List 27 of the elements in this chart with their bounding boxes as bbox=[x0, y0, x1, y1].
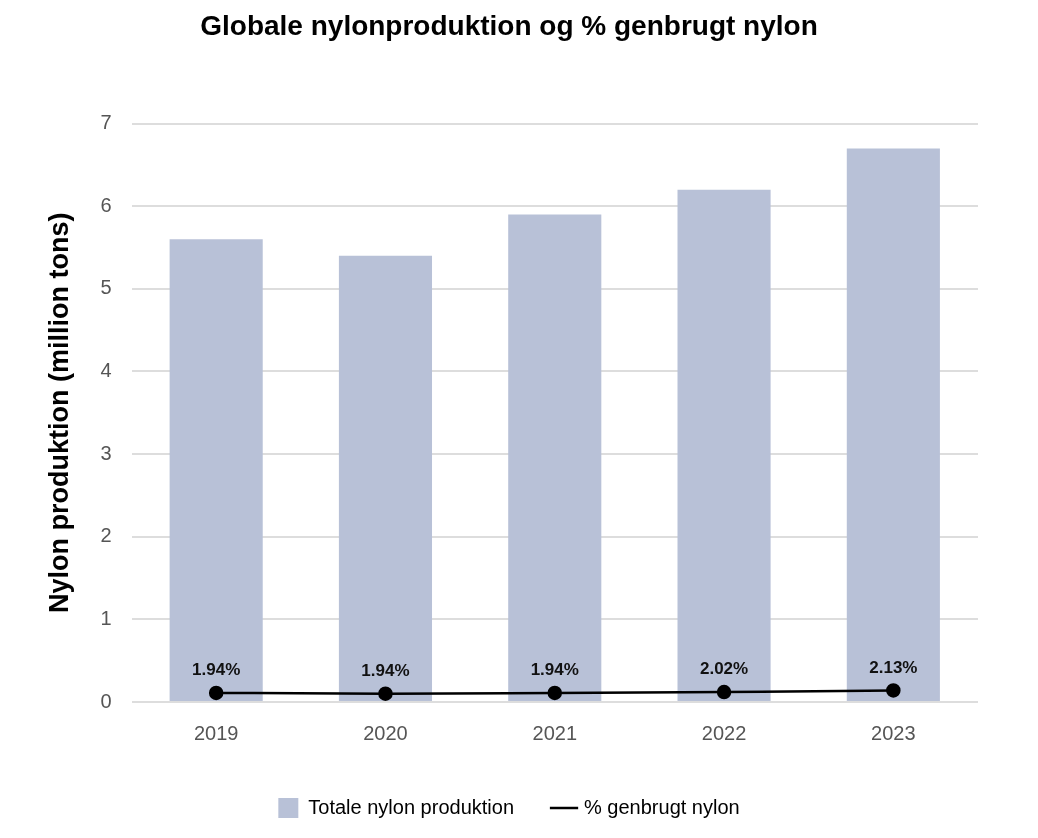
y-tick-label: 2 bbox=[100, 524, 112, 547]
y-tick-label: 6 bbox=[100, 193, 112, 216]
bar bbox=[846, 148, 940, 701]
y-tick-label: 4 bbox=[100, 359, 112, 381]
y-tick-label: 1 bbox=[100, 606, 112, 629]
x-tick-label: 2022 bbox=[701, 721, 747, 744]
y-tick-label: 0 bbox=[100, 689, 112, 712]
y-tick-label: 3 bbox=[100, 441, 112, 464]
x-tick-label: 2021 bbox=[532, 721, 578, 744]
annotation: 1.94% bbox=[530, 660, 579, 680]
bar bbox=[169, 239, 263, 701]
annotation: 2.13% bbox=[869, 657, 918, 677]
annotation: 2.02% bbox=[699, 659, 749, 679]
legend-label: Totale nylon produktion bbox=[308, 795, 515, 818]
bar bbox=[508, 214, 602, 701]
annotation: 1.94% bbox=[361, 660, 410, 680]
y-axis-title: Nylon produktion (million tons) bbox=[43, 212, 74, 614]
y-tick-label: 7 bbox=[100, 111, 112, 134]
x-tick-label: 2023 bbox=[871, 721, 916, 744]
bar bbox=[338, 255, 433, 701]
x-tick-label: 2020 bbox=[363, 721, 408, 744]
bar bbox=[677, 189, 771, 701]
chart-title: Globale nylonproduktion og % genbrugt nylon bbox=[200, 9, 818, 41]
annotation: 1.94% bbox=[192, 660, 241, 680]
legend-label: % genbrugt nylon bbox=[584, 795, 740, 818]
x-tick-label: 2019 bbox=[193, 721, 239, 744]
y-tick-label: 5 bbox=[100, 276, 112, 299]
